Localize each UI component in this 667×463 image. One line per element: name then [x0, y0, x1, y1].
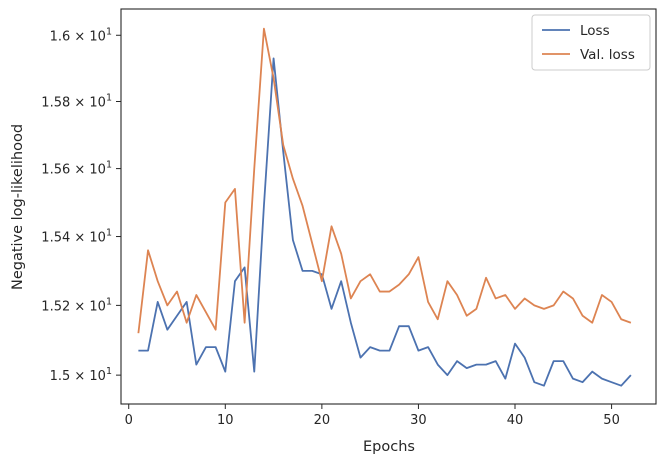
plot-frame	[120, 8, 657, 405]
x-tick-label: 50	[603, 413, 620, 428]
y-tick-mantissa: 1.52 × 10	[41, 299, 106, 314]
y-tick-label: 1.52 × 101	[41, 296, 112, 314]
y-tick-label: 1.58 × 101	[41, 93, 112, 111]
y-tick-label: 1.56 × 101	[41, 160, 112, 178]
x-tick-label: 30	[410, 413, 427, 428]
y-tick-mantissa: 1.6 × 10	[50, 29, 106, 44]
series-layer	[137, 27, 632, 387]
x-tick-label: 10	[217, 413, 234, 428]
y-tick-exponent: 1	[106, 160, 112, 171]
x-axis-ticks: 0 10 20 30 40 50	[125, 404, 620, 428]
legend-label-loss: Loss	[580, 23, 610, 39]
x-tick-label: 0	[125, 413, 133, 428]
x-axis-label: Epochs	[363, 439, 415, 455]
legend-box	[531, 14, 651, 71]
y-axis-label: Negative log-likelihood	[10, 124, 26, 290]
y-tick-exponent: 1	[106, 296, 112, 307]
y-tick-mantissa: 1.56 × 10	[41, 163, 106, 178]
y-tick-mantissa: 1.58 × 10	[41, 96, 106, 111]
y-tick-exponent: 1	[106, 93, 112, 104]
y-tick-mantissa: 1.5 × 10	[50, 369, 106, 384]
y-tick-mantissa: 1.54 × 10	[41, 231, 106, 246]
series-line-loss	[138, 57, 632, 387]
legend: Loss Val. loss	[531, 14, 651, 71]
y-tick-label: 1.54 × 101	[41, 228, 112, 246]
series-line-val-loss	[137, 27, 632, 334]
y-tick-label: 1.5 × 101	[50, 366, 112, 384]
y-tick-label: 1.6 × 101	[50, 26, 112, 44]
y-tick-exponent: 1	[106, 366, 112, 377]
y-tick-exponent: 1	[106, 228, 112, 239]
x-tick-label: 40	[507, 413, 524, 428]
legend-label-val-loss: Val. loss	[580, 47, 635, 63]
y-tick-exponent: 1	[106, 26, 112, 37]
x-tick-label: 20	[314, 413, 331, 428]
